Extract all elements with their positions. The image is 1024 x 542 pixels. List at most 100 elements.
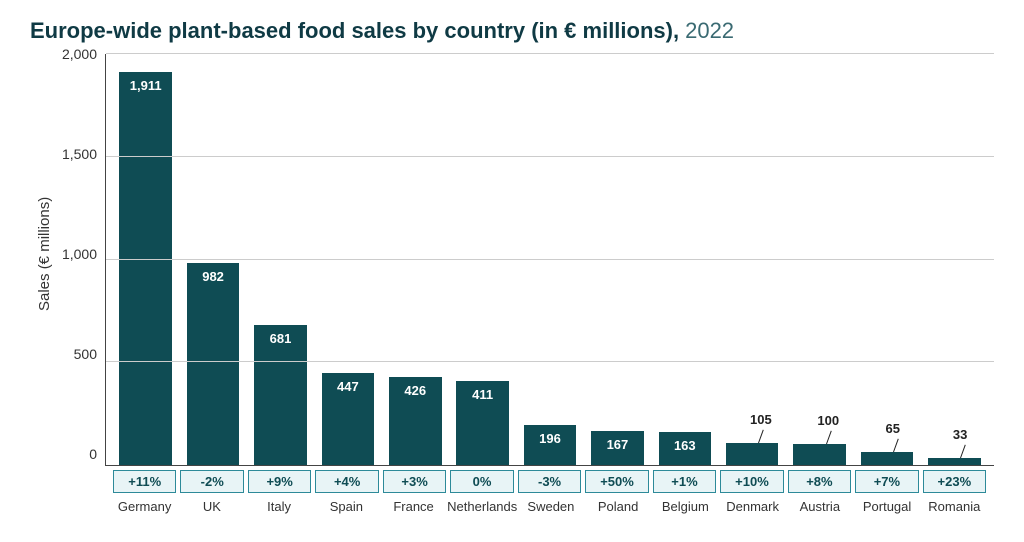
pct-cell: +50%	[583, 470, 650, 493]
gridline	[106, 361, 994, 362]
pct-change-badge: +3%	[383, 470, 446, 493]
y-tick-label: 1,000	[62, 246, 97, 262]
bar: 167	[591, 431, 644, 465]
category-label: Germany	[111, 499, 178, 514]
leader-line	[893, 438, 899, 451]
bar-slot: 167	[584, 54, 651, 465]
category-label: Portugal	[853, 499, 920, 514]
gridline	[106, 53, 994, 54]
bar: 982	[187, 263, 240, 465]
bar-slot: 681	[247, 54, 314, 465]
pct-cell: 0%	[448, 470, 515, 493]
bar-value-label: 681	[270, 331, 292, 346]
y-tick-label: 500	[74, 346, 97, 362]
pct-cell: -2%	[178, 470, 245, 493]
bar-slot: 196	[516, 54, 583, 465]
bar-value-label: 411	[472, 387, 493, 402]
bar: 163	[659, 432, 712, 465]
bar-slot: 163	[651, 54, 718, 465]
bar-value-label: 426	[404, 383, 426, 398]
category-label: Denmark	[719, 499, 786, 514]
gridline	[106, 156, 994, 157]
bar-chart: Sales (€ millions) 05001,0001,5002,000 1…	[30, 54, 994, 514]
leader-line	[826, 431, 832, 444]
pct-change-badge: -3%	[518, 470, 581, 493]
bar: 411	[456, 381, 509, 465]
pct-change-badge: +1%	[653, 470, 716, 493]
pct-change-badge: +11%	[113, 470, 176, 493]
title-year: 2022	[685, 18, 734, 44]
category-row: GermanyUKItalySpainFranceNetherlandsSwed…	[111, 499, 988, 514]
pct-cell: +11%	[111, 470, 178, 493]
bar: 681	[254, 325, 307, 465]
pct-cell: +4%	[313, 470, 380, 493]
bar-value-label: 100	[817, 413, 839, 428]
bar: 105	[726, 443, 779, 465]
pct-change-badge: 0%	[450, 470, 513, 493]
category-label: Italy	[245, 499, 312, 514]
bar: 33	[928, 458, 981, 465]
pct-change-badge: +10%	[720, 470, 783, 493]
pct-change-badge: +4%	[315, 470, 378, 493]
leader-line	[758, 430, 764, 443]
y-tick-label: 1,500	[62, 146, 97, 162]
bar-slot: 1,911	[112, 54, 179, 465]
pct-cell: +10%	[718, 470, 785, 493]
bar-value-label: 33	[953, 427, 967, 442]
category-label: Romania	[921, 499, 988, 514]
bar-slot: 982	[179, 54, 246, 465]
pct-change-badge: -2%	[180, 470, 243, 493]
y-axis-label: Sales (€ millions)	[30, 54, 53, 454]
category-label: UK	[178, 499, 245, 514]
pct-change-badge: +50%	[585, 470, 648, 493]
pct-change-row: +11%-2%+9%+4%+3%0%-3%+50%+1%+10%+8%+7%+2…	[111, 470, 988, 493]
title-main: Europe-wide plant-based food sales by co…	[30, 18, 679, 44]
pct-cell: +23%	[921, 470, 988, 493]
bar-slot: 100	[786, 54, 853, 465]
pct-change-badge: +7%	[855, 470, 918, 493]
category-label: Austria	[786, 499, 853, 514]
pct-cell: +1%	[651, 470, 718, 493]
bar-slot: 33	[921, 54, 988, 465]
bar-slot: 447	[314, 54, 381, 465]
pct-cell: +8%	[786, 470, 853, 493]
category-label: Sweden	[517, 499, 584, 514]
y-tick-label: 2,000	[62, 46, 97, 62]
bar-value-label: 167	[607, 437, 629, 452]
bar-slot: 411	[449, 54, 516, 465]
chart-title: Europe-wide plant-based food sales by co…	[30, 18, 994, 44]
bar: 196	[524, 425, 577, 465]
bar: 100	[793, 444, 846, 465]
bar-slot: 105	[719, 54, 786, 465]
leader-line	[960, 445, 966, 458]
bar-value-label: 65	[886, 421, 900, 436]
gridline	[106, 259, 994, 260]
category-label: Belgium	[652, 499, 719, 514]
plot-area: 1,911 982 681 447 426 411 196 167 163 105 100 65 33	[105, 54, 994, 466]
pct-cell: +9%	[246, 470, 313, 493]
pct-cell: -3%	[516, 470, 583, 493]
category-label: Poland	[585, 499, 652, 514]
category-label: Spain	[313, 499, 380, 514]
pct-change-badge: +9%	[248, 470, 311, 493]
bar-value-label: 982	[202, 269, 224, 284]
bar-value-label: 105	[750, 412, 772, 427]
bar: 1,911	[119, 72, 172, 465]
bar-slot: 65	[853, 54, 920, 465]
bar: 65	[861, 452, 914, 465]
category-label: Netherlands	[447, 499, 517, 514]
bar-value-label: 163	[674, 438, 696, 453]
bar: 426	[389, 377, 442, 465]
pct-change-badge: +8%	[788, 470, 851, 493]
category-label: France	[380, 499, 447, 514]
bars-container: 1,911 982 681 447 426 411 196 167 163 105 100 65 33	[106, 54, 994, 465]
bar-value-label: 196	[539, 431, 561, 446]
pct-cell: +7%	[853, 470, 920, 493]
y-axis: 05001,0001,5002,000	[53, 54, 105, 454]
pct-cell: +3%	[381, 470, 448, 493]
bar: 447	[322, 373, 375, 465]
pct-change-badge: +23%	[923, 470, 986, 493]
y-tick-label: 0	[89, 446, 97, 462]
bar-slot: 426	[382, 54, 449, 465]
bar-value-label: 1,911	[130, 78, 162, 93]
